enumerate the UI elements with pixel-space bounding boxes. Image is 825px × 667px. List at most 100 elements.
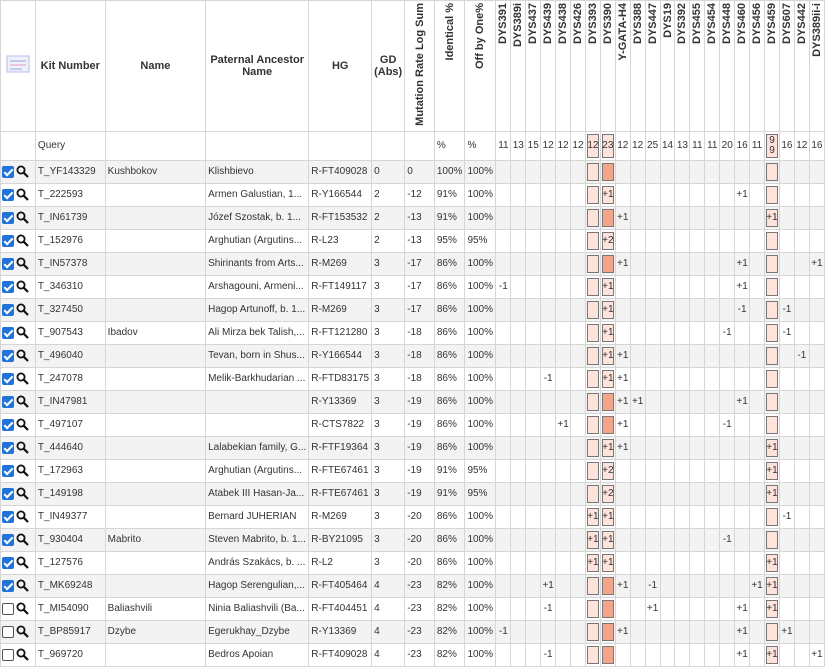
cell-kit: T_346310 xyxy=(34,274,106,299)
search-icon[interactable] xyxy=(16,280,29,294)
search-icon[interactable] xyxy=(16,625,29,639)
marker-cell: 11 xyxy=(689,130,706,161)
checkbox[interactable] xyxy=(2,533,14,546)
marker-cell xyxy=(734,320,751,345)
checkbox[interactable] xyxy=(2,372,14,385)
marker-cell xyxy=(584,297,601,322)
marker-cell xyxy=(510,596,527,621)
search-icon[interactable] xyxy=(16,349,29,363)
checkbox[interactable] xyxy=(2,326,14,339)
checkbox[interactable] xyxy=(2,234,14,247)
marker-header: DYS442 xyxy=(793,0,810,132)
marker-cell xyxy=(614,274,631,299)
marker-cell: 9 9 xyxy=(764,130,780,161)
checkbox[interactable] xyxy=(2,280,14,293)
marker-cell xyxy=(778,573,795,598)
marker-cell xyxy=(510,274,527,299)
cell-off_by_one: 100% xyxy=(464,573,497,598)
checkbox[interactable] xyxy=(2,441,14,454)
search-icon[interactable] xyxy=(16,602,29,616)
checkbox[interactable] xyxy=(2,303,14,316)
marker-cell: +1 xyxy=(599,366,616,391)
select-cell xyxy=(0,389,36,414)
search-icon[interactable] xyxy=(16,556,29,570)
checkbox[interactable] xyxy=(2,211,14,224)
marker-cell xyxy=(555,596,572,621)
search-icon[interactable] xyxy=(16,372,29,386)
marker-cell: 12 xyxy=(614,130,631,161)
marker-cell xyxy=(778,343,795,368)
cell-identical: 86% xyxy=(433,251,466,276)
marker-cell xyxy=(793,573,810,598)
search-icon[interactable] xyxy=(16,211,29,225)
checkbox[interactable] xyxy=(2,510,14,523)
cell-highlight xyxy=(766,622,778,641)
search-icon[interactable] xyxy=(16,579,29,593)
checkbox[interactable] xyxy=(2,257,14,270)
checkbox[interactable] xyxy=(2,349,14,362)
cell-gd: 4 xyxy=(371,596,406,621)
checkbox[interactable] xyxy=(2,418,14,431)
marker-cell xyxy=(614,596,631,621)
marker-cell xyxy=(644,527,661,552)
marker-diff: +1 xyxy=(811,649,823,661)
result-row: T_IN47981 R-Y13369 3 -19 86% 100% +1 +1 +1 xyxy=(0,389,825,414)
checkbox[interactable] xyxy=(2,464,14,477)
search-icon[interactable] xyxy=(16,510,29,524)
cell-ancestor: Shirinants from Arts... xyxy=(205,251,310,276)
search-icon[interactable] xyxy=(16,441,29,455)
cell-identical: 82% xyxy=(433,596,466,621)
marker-cell xyxy=(599,642,616,667)
search-icon[interactable] xyxy=(16,257,29,271)
cell-hg: R-FT121280 xyxy=(308,320,373,345)
marker-cell xyxy=(555,481,572,506)
cell-highlight xyxy=(601,553,614,572)
marker-cell xyxy=(570,228,586,253)
search-icon[interactable] xyxy=(16,395,29,409)
checkbox[interactable] xyxy=(2,579,14,592)
checkbox[interactable] xyxy=(2,395,14,408)
marker-cell xyxy=(689,435,706,460)
marker-cell xyxy=(584,458,601,483)
marker-cell xyxy=(584,642,601,667)
marker-cell xyxy=(525,573,542,598)
marker-diff: -1 xyxy=(722,534,732,546)
marker-cell xyxy=(719,205,736,230)
checkbox[interactable] xyxy=(2,648,14,661)
cell-name xyxy=(104,228,207,253)
search-icon[interactable] xyxy=(16,165,29,179)
search-icon[interactable] xyxy=(16,533,29,547)
search-icon[interactable] xyxy=(16,326,29,340)
search-icon[interactable] xyxy=(16,234,29,248)
marker-cell xyxy=(570,550,586,575)
checkbox[interactable] xyxy=(2,625,14,638)
marker-cell xyxy=(510,343,527,368)
cell-gd: 3 xyxy=(371,458,406,483)
column-header: Name xyxy=(104,0,207,132)
search-icon[interactable] xyxy=(16,487,29,501)
marker-cell xyxy=(555,251,572,276)
marker-cell xyxy=(614,159,631,184)
search-icon[interactable] xyxy=(16,464,29,478)
header-text: Identical % xyxy=(443,3,456,61)
cell-hg: R-FT405464 xyxy=(308,573,373,598)
marker-cell xyxy=(629,596,646,621)
marker-cell xyxy=(734,458,751,483)
checkbox[interactable] xyxy=(2,165,14,178)
search-icon[interactable] xyxy=(16,418,29,432)
marker-cell xyxy=(689,389,706,414)
checkbox[interactable] xyxy=(2,556,14,569)
checkbox[interactable] xyxy=(2,487,14,500)
marker-cell: 13 xyxy=(510,130,527,161)
marker-cell xyxy=(644,205,661,230)
marker-cell xyxy=(525,642,542,667)
search-icon[interactable] xyxy=(16,188,29,202)
search-icon[interactable] xyxy=(16,648,29,662)
cell-mut: -18 xyxy=(404,366,435,391)
checkbox[interactable] xyxy=(2,188,14,201)
checkbox[interactable] xyxy=(2,602,14,615)
search-icon[interactable] xyxy=(16,303,29,317)
marker-cell xyxy=(525,274,542,299)
marker-cell xyxy=(510,159,527,184)
